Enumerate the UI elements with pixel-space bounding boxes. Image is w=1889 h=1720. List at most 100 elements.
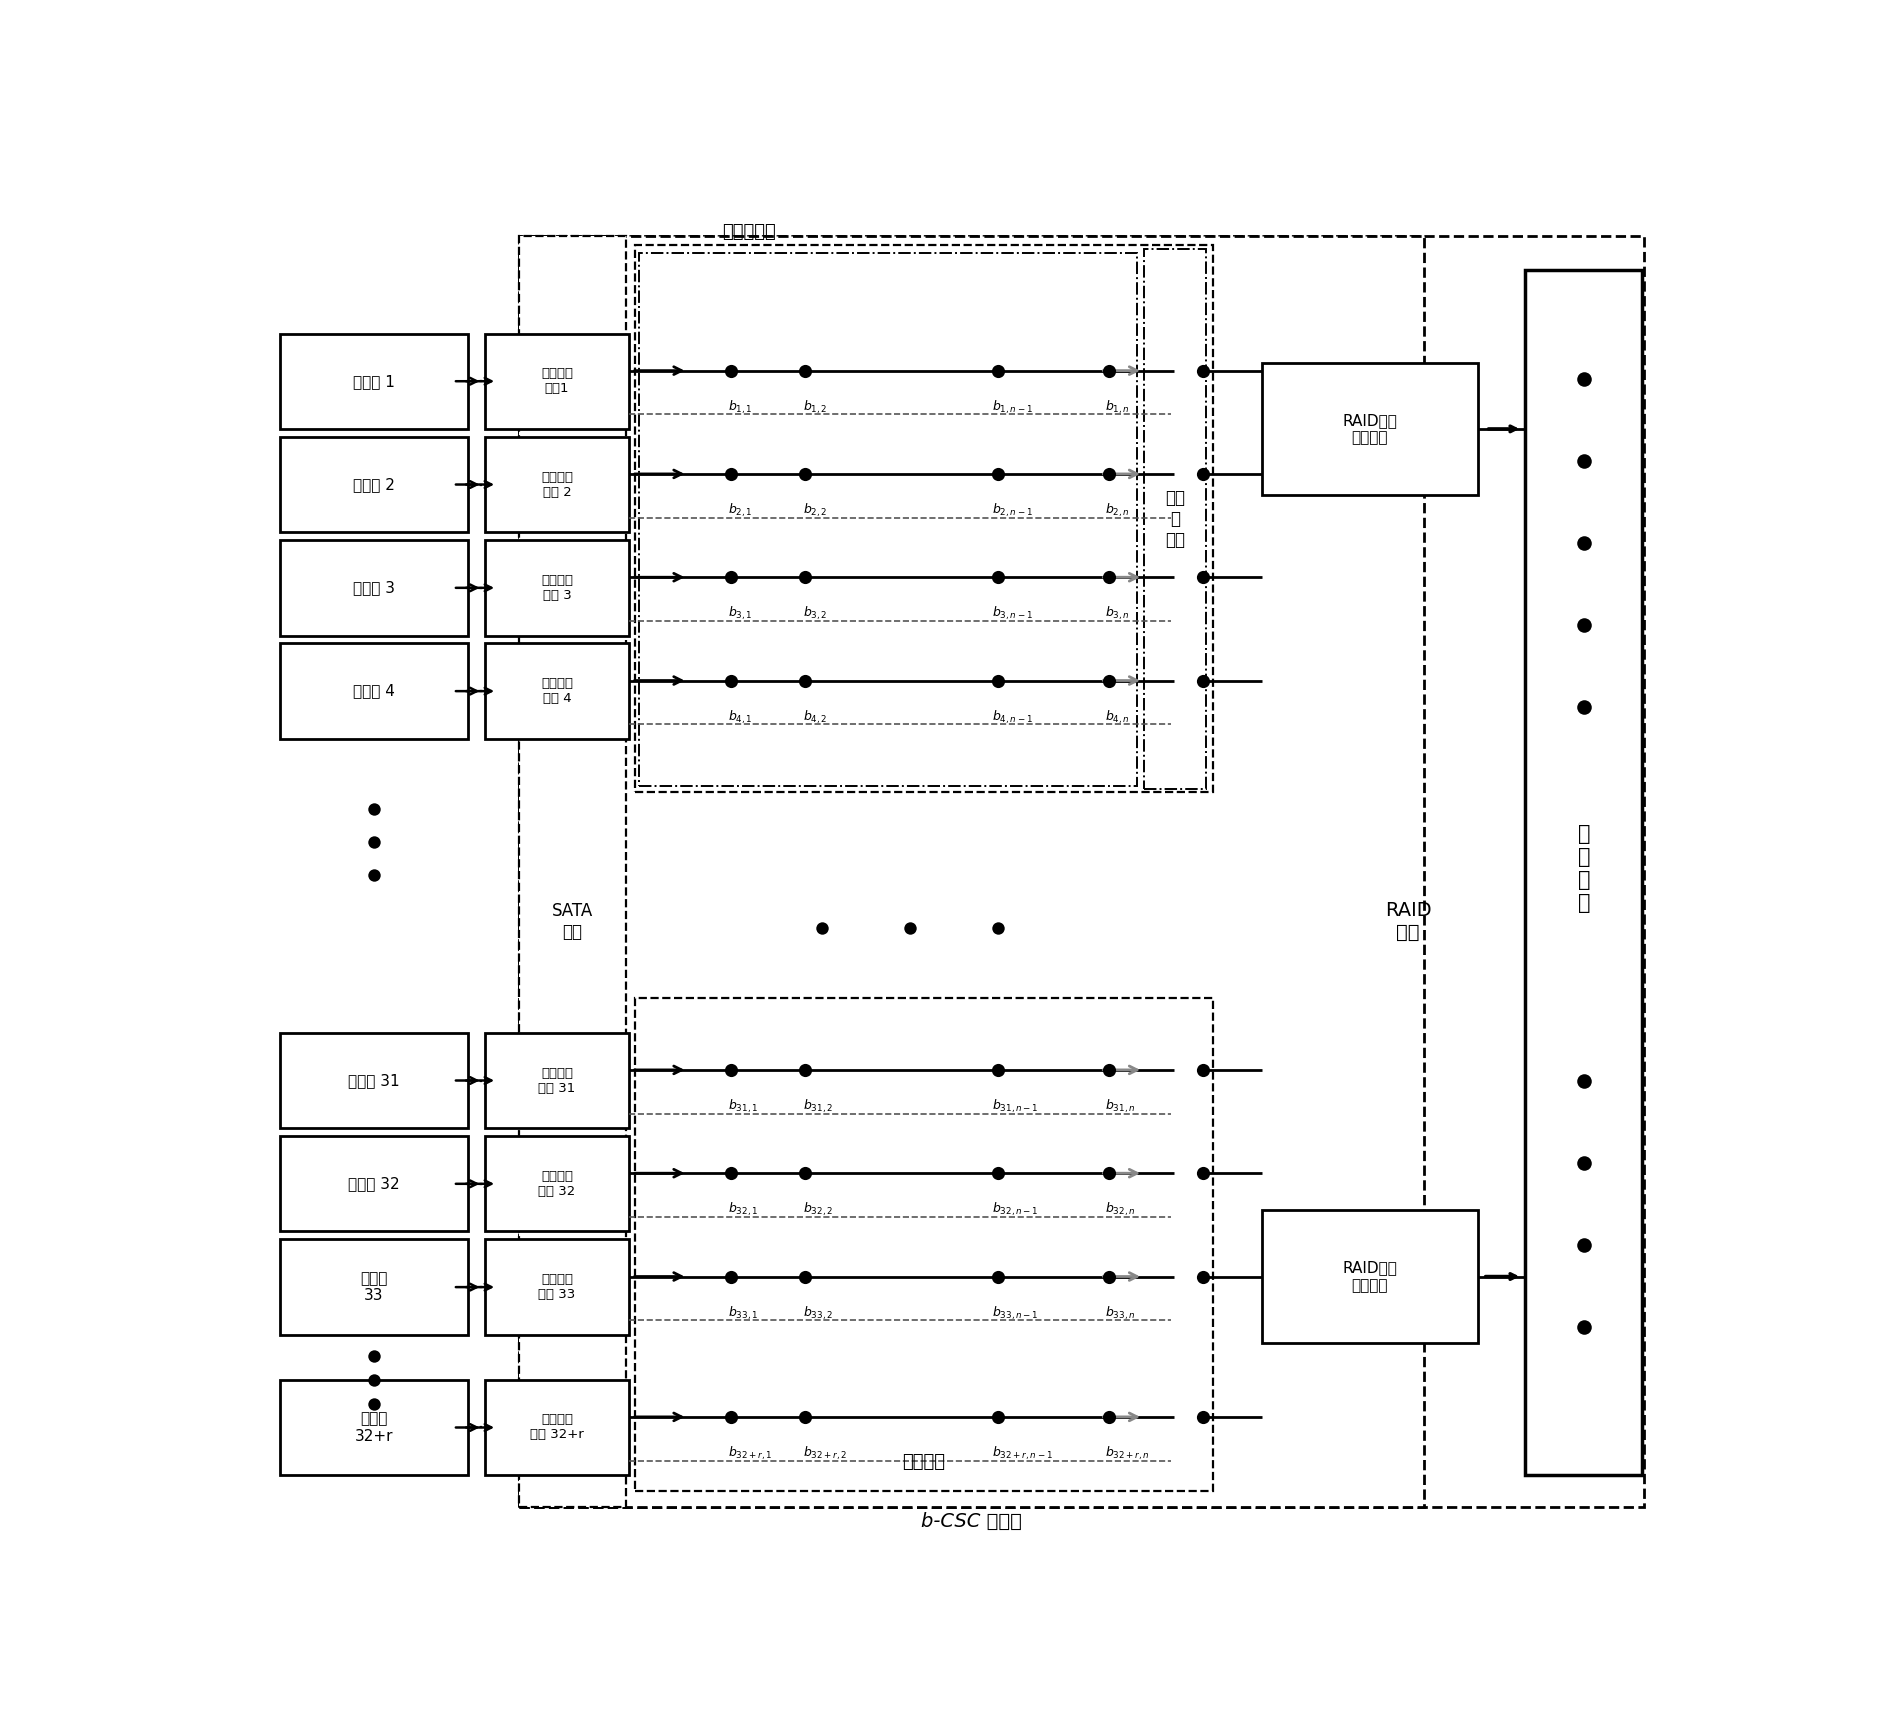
Point <box>1568 1312 1598 1340</box>
FancyBboxPatch shape <box>485 540 629 635</box>
FancyBboxPatch shape <box>635 244 1213 791</box>
Point <box>790 667 820 695</box>
Point <box>1186 1159 1217 1187</box>
Text: $b_{1,2}$: $b_{1,2}$ <box>803 399 827 416</box>
Text: 存储器
32+r: 存储器 32+r <box>355 1412 393 1443</box>
Point <box>716 356 746 384</box>
FancyBboxPatch shape <box>280 540 467 635</box>
Point <box>1186 461 1217 488</box>
Point <box>790 564 820 592</box>
Text: $b_{33,n-1}$: $b_{33,n-1}$ <box>992 1304 1039 1321</box>
Point <box>1186 564 1217 592</box>
Text: $b_{3,2}$: $b_{3,2}$ <box>803 605 827 623</box>
Text: $b_{3,n}$: $b_{3,n}$ <box>1105 605 1130 623</box>
FancyBboxPatch shape <box>280 1137 467 1232</box>
Point <box>1186 356 1217 384</box>
Text: $b_{32+r,2}$: $b_{32+r,2}$ <box>803 1445 846 1462</box>
FancyBboxPatch shape <box>280 334 467 428</box>
Text: RAID
部件: RAID 部件 <box>1385 901 1430 943</box>
Point <box>359 1366 389 1393</box>
Point <box>1186 1262 1217 1290</box>
Point <box>982 461 1013 488</box>
Point <box>790 1404 820 1431</box>
Point <box>982 1262 1013 1290</box>
Point <box>1186 1056 1217 1084</box>
FancyBboxPatch shape <box>485 334 629 428</box>
Point <box>807 915 837 943</box>
Text: $b_{2,n}$: $b_{2,n}$ <box>1105 502 1130 519</box>
Text: $b_{32,1}$: $b_{32,1}$ <box>727 1201 757 1218</box>
Point <box>790 356 820 384</box>
Text: $b_{32+r,n}$: $b_{32+r,n}$ <box>1105 1445 1149 1462</box>
Text: 转发处理
单元 3: 转发处理 单元 3 <box>540 574 572 602</box>
Point <box>359 829 389 857</box>
Point <box>716 461 746 488</box>
Point <box>982 1404 1013 1431</box>
Text: $b_{4,1}$: $b_{4,1}$ <box>727 709 752 726</box>
Point <box>1094 1404 1124 1431</box>
Point <box>716 667 746 695</box>
FancyBboxPatch shape <box>485 437 629 531</box>
FancyBboxPatch shape <box>280 643 467 740</box>
Text: $b_{1,n}$: $b_{1,n}$ <box>1105 399 1130 416</box>
FancyBboxPatch shape <box>1262 1211 1477 1343</box>
Text: $b_{33,n}$: $b_{33,n}$ <box>1105 1304 1135 1321</box>
FancyBboxPatch shape <box>280 437 467 531</box>
Text: RAID校验
解码单元: RAID校验 解码单元 <box>1341 413 1396 445</box>
Point <box>1568 1232 1598 1259</box>
Point <box>1094 356 1124 384</box>
Text: 存储器
33: 存储器 33 <box>361 1271 387 1304</box>
FancyBboxPatch shape <box>1524 270 1642 1476</box>
Point <box>1094 1056 1124 1084</box>
FancyBboxPatch shape <box>280 1032 467 1128</box>
Point <box>1568 447 1598 475</box>
Text: $b_{1,n-1}$: $b_{1,n-1}$ <box>992 399 1033 416</box>
FancyBboxPatch shape <box>280 1379 467 1476</box>
Text: 数据缓存: 数据缓存 <box>901 1453 944 1471</box>
Point <box>982 564 1013 592</box>
Point <box>1568 611 1598 638</box>
Text: 转发处理
单元1: 转发处理 单元1 <box>540 368 572 396</box>
Text: b-CSC 控制器: b-CSC 控制器 <box>920 1512 1022 1531</box>
Text: RAID校验
编码单元: RAID校验 编码单元 <box>1341 1261 1396 1293</box>
FancyBboxPatch shape <box>485 643 629 740</box>
Text: 存储器 1: 存储器 1 <box>353 373 395 389</box>
Point <box>1094 667 1124 695</box>
Point <box>359 1390 389 1417</box>
Text: $b_{1,1}$: $b_{1,1}$ <box>727 399 752 416</box>
Text: 转发处理
单元 4: 转发处理 单元 4 <box>540 678 572 705</box>
Point <box>1568 1149 1598 1176</box>
Text: $b_{4,2}$: $b_{4,2}$ <box>803 709 827 726</box>
FancyBboxPatch shape <box>280 1240 467 1335</box>
Point <box>1568 530 1598 557</box>
Point <box>982 1159 1013 1187</box>
Text: 存储器 4: 存储器 4 <box>353 683 395 698</box>
Text: 转发处理
单元 32+r: 转发处理 单元 32+r <box>531 1414 584 1441</box>
Point <box>790 1056 820 1084</box>
Text: $b_{33,2}$: $b_{33,2}$ <box>803 1304 833 1321</box>
Text: 串转
并
电路: 串转 并 电路 <box>1164 488 1184 549</box>
Text: 总
线
接
口: 总 线 接 口 <box>1577 824 1589 913</box>
Point <box>716 564 746 592</box>
Text: $b_{32,2}$: $b_{32,2}$ <box>803 1201 833 1218</box>
Point <box>716 1159 746 1187</box>
Text: 转发处理
单元 2: 转发处理 单元 2 <box>540 471 572 499</box>
Text: SATA
接口: SATA 接口 <box>552 903 593 941</box>
FancyBboxPatch shape <box>485 1379 629 1476</box>
Point <box>982 1056 1013 1084</box>
Text: $b_{2,n-1}$: $b_{2,n-1}$ <box>992 502 1033 519</box>
Text: $b_{33,1}$: $b_{33,1}$ <box>727 1304 757 1321</box>
Point <box>716 1404 746 1431</box>
Point <box>1568 365 1598 392</box>
FancyBboxPatch shape <box>519 236 1424 1507</box>
Text: $b_{32+r,1}$: $b_{32+r,1}$ <box>727 1445 773 1462</box>
Text: $b_{31,n}$: $b_{31,n}$ <box>1105 1097 1135 1115</box>
Text: $b_{32+r,n-1}$: $b_{32+r,n-1}$ <box>992 1445 1052 1462</box>
Point <box>716 1262 746 1290</box>
Text: $b_{32,n}$: $b_{32,n}$ <box>1105 1201 1135 1218</box>
Text: 存储器 31: 存储器 31 <box>348 1073 400 1089</box>
Point <box>790 1159 820 1187</box>
Point <box>1094 461 1124 488</box>
Text: 存储器 2: 存储器 2 <box>353 476 395 492</box>
Point <box>1568 693 1598 721</box>
